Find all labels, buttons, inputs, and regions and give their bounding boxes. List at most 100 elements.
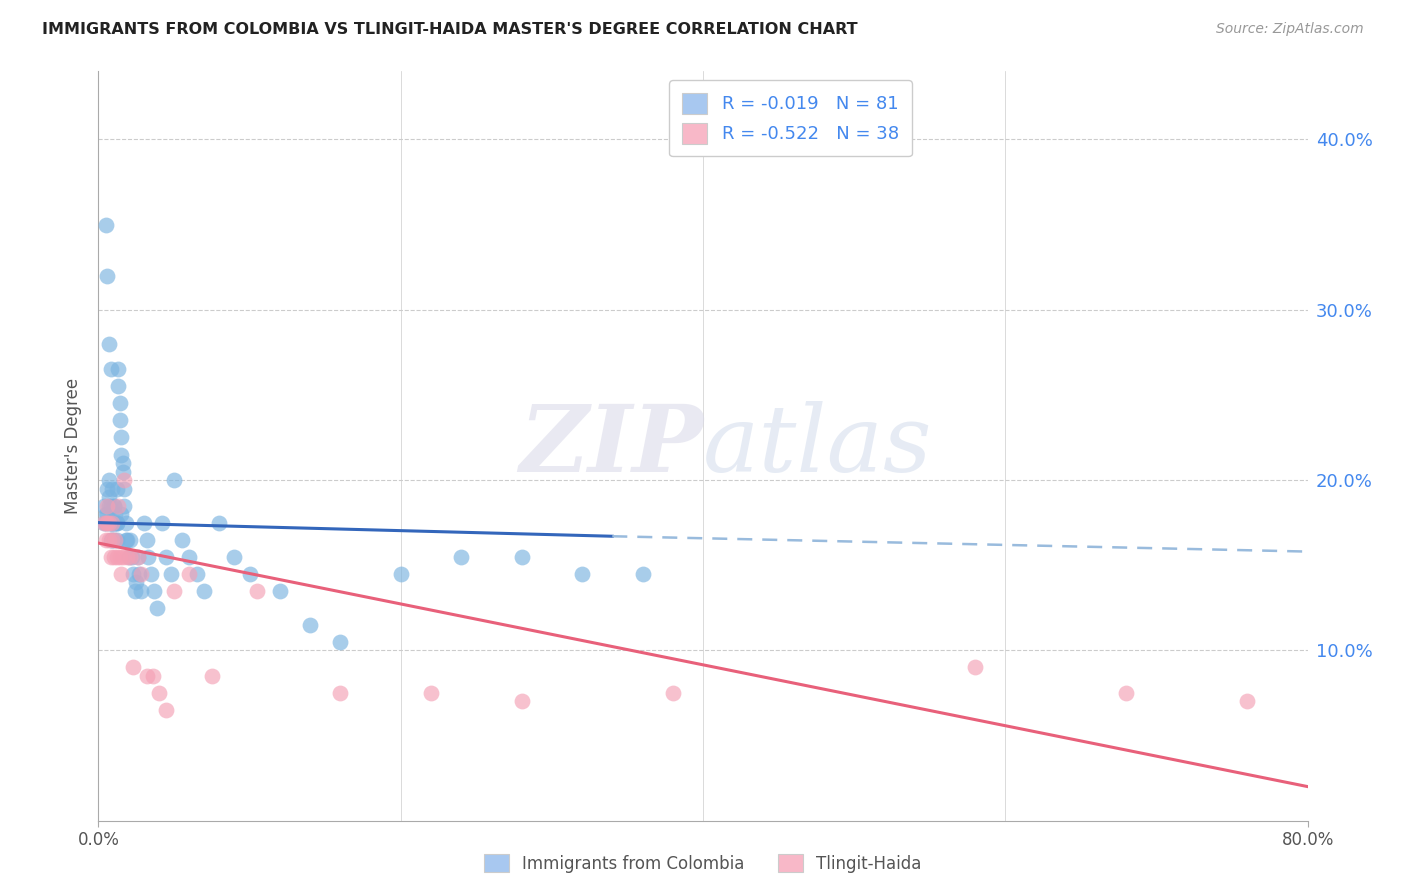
- Point: [163, 473, 186, 487]
- Point: [101, 516, 124, 530]
- Point: [631, 566, 654, 581]
- Point: [127, 549, 149, 564]
- Text: Source: ZipAtlas.com: Source: ZipAtlas.com: [1216, 22, 1364, 37]
- Point: [114, 516, 136, 530]
- Point: [96, 482, 118, 496]
- Point: [163, 583, 186, 598]
- Point: [193, 583, 215, 598]
- Point: [108, 413, 131, 427]
- Point: [170, 533, 193, 547]
- Point: [96, 268, 118, 283]
- Point: [112, 499, 135, 513]
- Point: [129, 583, 152, 598]
- Point: [96, 516, 118, 530]
- Point: [150, 516, 173, 530]
- Point: [141, 566, 163, 581]
- Point: [129, 566, 152, 581]
- Point: [96, 507, 118, 521]
- Point: [101, 533, 124, 547]
- Point: [224, 549, 246, 564]
- Point: [114, 533, 136, 547]
- Point: [105, 549, 128, 564]
- Point: [105, 482, 128, 496]
- Point: [146, 600, 169, 615]
- Point: [1236, 694, 1258, 708]
- Point: [93, 499, 115, 513]
- Point: [155, 549, 177, 564]
- Point: [100, 499, 122, 513]
- Point: [103, 499, 125, 513]
- Point: [246, 583, 269, 598]
- Point: [98, 499, 121, 513]
- Point: [122, 660, 145, 674]
- Point: [124, 583, 146, 598]
- Point: [965, 660, 987, 674]
- Point: [112, 473, 135, 487]
- Point: [110, 430, 132, 444]
- Point: [98, 473, 121, 487]
- Point: [101, 533, 124, 547]
- Point: [121, 549, 143, 564]
- Point: [112, 482, 135, 496]
- Point: [103, 516, 125, 530]
- Point: [98, 516, 121, 530]
- Point: [104, 533, 127, 547]
- Point: [329, 635, 352, 649]
- Point: [132, 516, 155, 530]
- Point: [1115, 686, 1137, 700]
- Point: [155, 703, 177, 717]
- Point: [103, 499, 125, 513]
- Point: [111, 549, 134, 564]
- Point: [127, 549, 149, 564]
- Point: [329, 686, 352, 700]
- Point: [94, 533, 117, 547]
- Point: [179, 566, 201, 581]
- Point: [104, 516, 127, 530]
- Point: [120, 549, 142, 564]
- Point: [135, 669, 157, 683]
- Point: [135, 533, 157, 547]
- Point: [100, 362, 122, 376]
- Text: IMMIGRANTS FROM COLOMBIA VS TLINGIT-HAIDA MASTER'S DEGREE CORRELATION CHART: IMMIGRANTS FROM COLOMBIA VS TLINGIT-HAID…: [42, 22, 858, 37]
- Point: [122, 566, 145, 581]
- Point: [105, 533, 128, 547]
- Point: [98, 490, 121, 504]
- Text: atlas: atlas: [703, 401, 932, 491]
- Point: [103, 533, 125, 547]
- Point: [100, 549, 122, 564]
- Point: [118, 549, 141, 564]
- Y-axis label: Master's Degree: Master's Degree: [65, 378, 83, 514]
- Point: [299, 617, 322, 632]
- Point: [98, 516, 121, 530]
- Point: [93, 516, 115, 530]
- Legend: Immigrants from Colombia, Tlingit-Haida: Immigrants from Colombia, Tlingit-Haida: [478, 847, 928, 880]
- Point: [93, 516, 115, 530]
- Point: [111, 456, 134, 470]
- Point: [115, 533, 138, 547]
- Point: [104, 507, 127, 521]
- Point: [100, 516, 122, 530]
- Point: [94, 218, 117, 232]
- Point: [128, 566, 150, 581]
- Point: [94, 516, 117, 530]
- Point: [96, 499, 118, 513]
- Point: [179, 549, 201, 564]
- Legend: R = -0.019   N = 81, R = -0.522   N = 38: R = -0.019 N = 81, R = -0.522 N = 38: [669, 80, 911, 156]
- Point: [148, 686, 170, 700]
- Point: [105, 516, 128, 530]
- Point: [111, 465, 134, 479]
- Point: [101, 482, 124, 496]
- Point: [510, 549, 533, 564]
- Point: [510, 694, 533, 708]
- Point: [94, 507, 117, 521]
- Point: [420, 686, 443, 700]
- Point: [101, 516, 124, 530]
- Point: [101, 516, 124, 530]
- Point: [143, 583, 166, 598]
- Point: [450, 549, 472, 564]
- Point: [107, 379, 129, 393]
- Point: [108, 396, 131, 410]
- Point: [100, 516, 122, 530]
- Point: [105, 516, 128, 530]
- Point: [571, 566, 593, 581]
